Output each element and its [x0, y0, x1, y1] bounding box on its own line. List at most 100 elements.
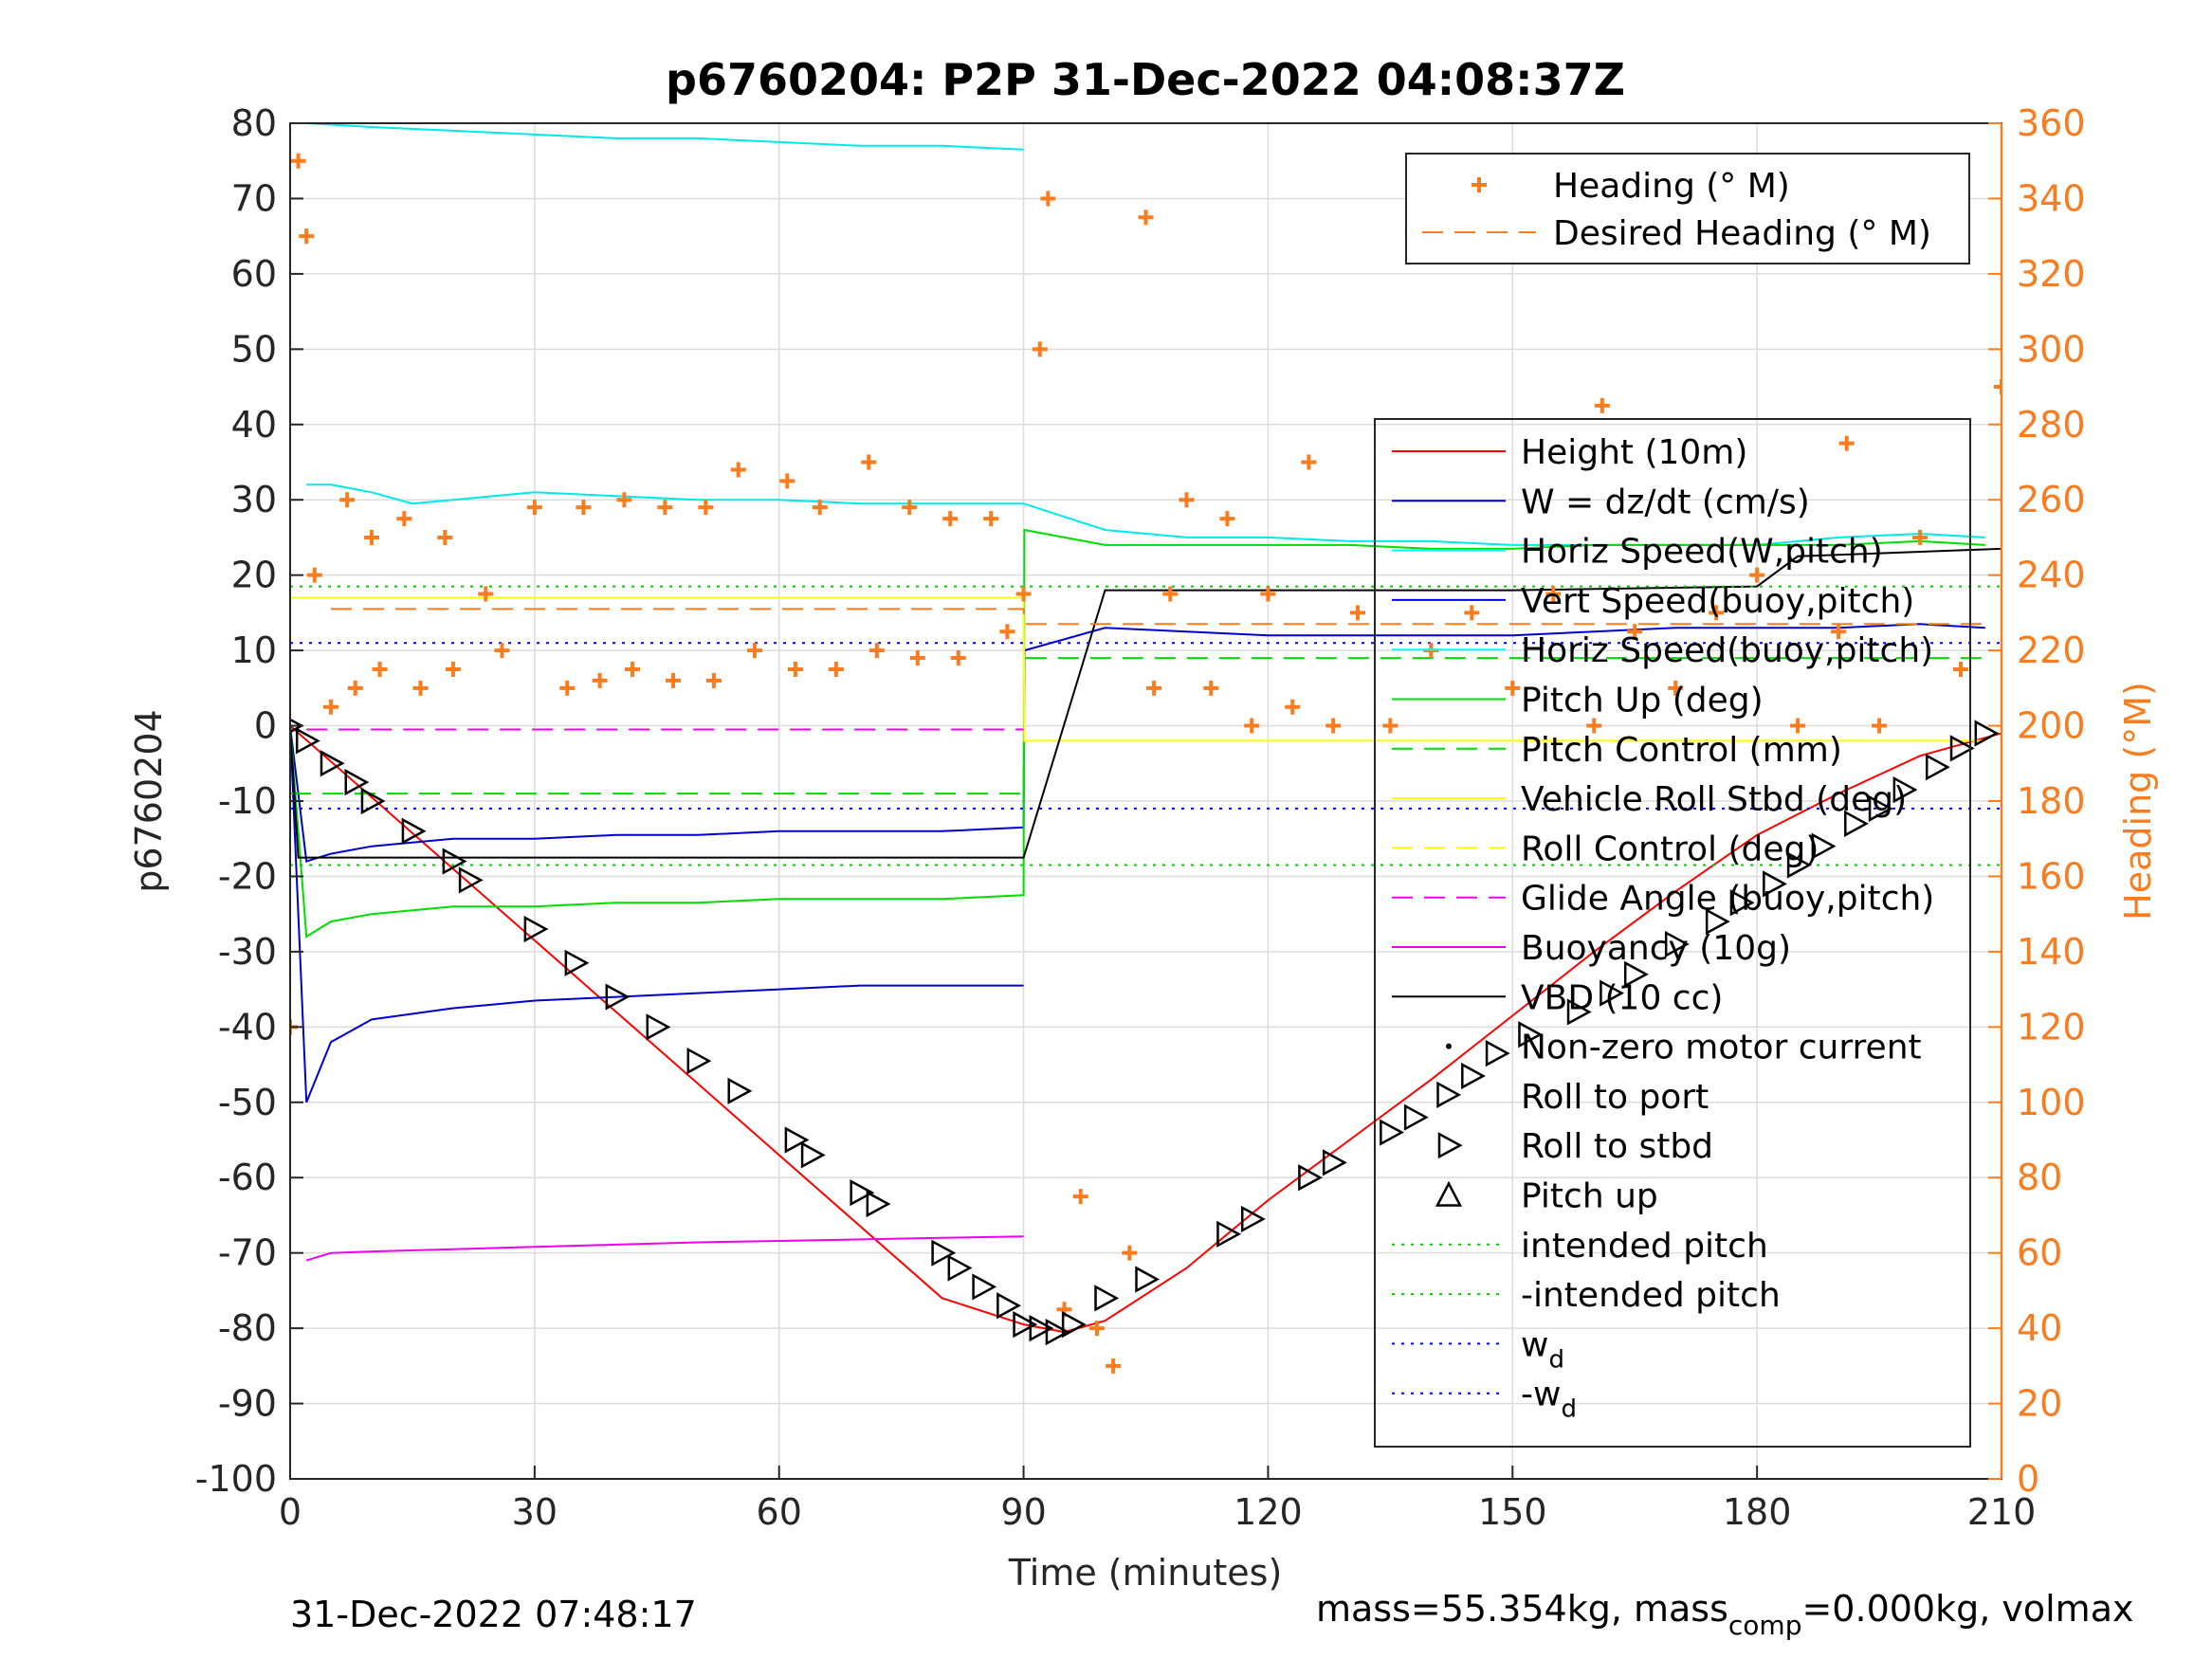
legend-main-label: Height (10m): [1521, 433, 1747, 472]
legend-main-label: Glide Angle (buoy,pitch): [1521, 880, 1934, 919]
legend-main-box: [1374, 418, 1971, 1448]
roll-marker: [1566, 998, 1592, 1026]
y2-tick-label: 20: [2017, 1383, 2062, 1425]
heading-point: [1831, 624, 1847, 640]
roll-marker: [1786, 851, 1812, 879]
roll-marker: [1322, 1149, 1347, 1176]
roll-marker: [1216, 1220, 1242, 1248]
heading-point: [494, 643, 510, 659]
roll-marker: [1844, 810, 1869, 837]
y-tick-label: 60: [231, 253, 277, 295]
y2-tick-label: 40: [2017, 1307, 2062, 1349]
heading-point: [1301, 454, 1317, 470]
x-tick-label: 90: [1000, 1491, 1046, 1533]
roll-marker: [1380, 1119, 1404, 1146]
heading-point: [412, 680, 429, 696]
roll-marker: [523, 915, 549, 943]
heading-point: [1872, 718, 1888, 734]
roll-marker: [1240, 1205, 1266, 1233]
y-tick-label: -10: [218, 780, 277, 822]
legend-main-label: Horiz Speed(W,pitch): [1521, 533, 1883, 572]
series-vehicle-roll-stbd-deg: [290, 596, 1985, 742]
y-tick-label: -100: [195, 1458, 277, 1500]
y2-axis-label: Heading (°M): [2117, 682, 2159, 921]
roll-marker: [1705, 908, 1730, 936]
legend-symbol: [1446, 1043, 1452, 1049]
heading-point: [306, 567, 322, 583]
heading-point: [347, 680, 363, 696]
legend-heading-label: Heading (° M): [1553, 167, 1790, 206]
roll-marker: [1061, 1311, 1087, 1339]
heading-point: [1953, 661, 1969, 677]
roll-marker: [800, 1141, 826, 1169]
roll-marker: [295, 727, 320, 755]
legend-main-label-sub: d: [1548, 1345, 1564, 1374]
roll-marker: [1892, 775, 1918, 804]
heading-point: [363, 529, 379, 545]
legend-main: Height (10m) W = dz/dt (cm/s) Horiz Speed(…: [1374, 418, 1971, 1448]
heading-point: [828, 661, 844, 677]
legend-main-label: Roll Control (deg): [1521, 830, 1819, 868]
heading-point: [299, 228, 315, 245]
series-pitch-control-mm: [290, 657, 1985, 795]
heading-point: [1122, 1245, 1138, 1261]
x-axis-label: Time (minutes): [1008, 1552, 1283, 1594]
chart-title: p6760204: P2P 31-Dec-2022 04:08:37Z: [666, 54, 1625, 105]
heading-point: [1912, 529, 1929, 545]
roll-marker: [727, 1077, 753, 1104]
heading-point: [779, 473, 795, 489]
y2-tick-label: 260: [2017, 479, 2086, 520]
y-tick-label: 30: [231, 479, 277, 520]
heading-point: [1072, 1189, 1088, 1205]
heading-point: [1088, 1321, 1105, 1337]
roll-marker: [1763, 870, 1787, 898]
y-tick-label: -70: [218, 1232, 277, 1274]
heading-point: [396, 511, 412, 527]
footer-mass-tail: =0.000kg, volmax: [1801, 1588, 2133, 1630]
roll-marker: [1461, 1062, 1486, 1090]
y2-tick-label: 0: [2017, 1458, 2039, 1500]
footer-timestamp: 31-Dec-2022 07:48:17: [290, 1594, 697, 1635]
heading-point: [1749, 567, 1765, 583]
y2-tick-label: 300: [2017, 328, 2086, 370]
y2-tick-label: 220: [2017, 629, 2086, 671]
roll-marker: [344, 769, 370, 796]
roll-marker: [1298, 1164, 1324, 1192]
roll-marker: [1729, 889, 1755, 917]
roll-marker: [605, 983, 631, 1011]
heading-point: [950, 650, 966, 666]
roll-marker: [1485, 1040, 1510, 1067]
y-tick-label: -50: [218, 1082, 277, 1123]
heading-point: [322, 699, 338, 715]
y-tick-label: -80: [218, 1307, 277, 1349]
heading-point: [705, 672, 722, 688]
legend-main-label: Horiz Speed(buoy,pitch): [1521, 631, 1933, 670]
y-axis-label: p6760204: [128, 709, 170, 892]
y-axis-left: 80 70 60 50 40 30 20 10 0 -10 -20 -30 -40 -50 -60 -70 -8…: [195, 102, 303, 1500]
x-tick-label: 60: [757, 1491, 802, 1533]
legend-main-label: Non-zero motor current: [1521, 1029, 1922, 1067]
x-tick-label: 120: [1234, 1491, 1303, 1533]
y-tick-label: 10: [231, 629, 277, 671]
roll-marker: [320, 750, 345, 777]
y2-tick-label: 340: [2017, 177, 2086, 219]
heading-point: [1382, 718, 1398, 734]
heading-point: [616, 492, 632, 508]
legend-main-label: Vehicle Roll Stbd (deg): [1521, 780, 1907, 819]
x-tick-label: 150: [1478, 1491, 1547, 1533]
heading-point: [787, 661, 803, 677]
roll-marker: [1094, 1285, 1120, 1312]
legend-main-label: Pitch up: [1521, 1177, 1658, 1216]
roll-marker: [646, 1013, 671, 1041]
heading-point: [1325, 718, 1342, 734]
heading-point: [445, 661, 461, 677]
legend-heading-label: Desired Heading (° M): [1553, 214, 1931, 253]
y-tick-label: -90: [218, 1383, 277, 1425]
legend-main-label: Roll to stbd: [1521, 1127, 1713, 1166]
x-tick-label: 0: [279, 1491, 302, 1533]
x-tick-label: 210: [1967, 1491, 2037, 1533]
roll-marker: [850, 1179, 875, 1207]
heading-point: [909, 650, 925, 666]
heading-point: [999, 624, 1015, 640]
legend-main-label-sub: d: [1561, 1395, 1577, 1424]
